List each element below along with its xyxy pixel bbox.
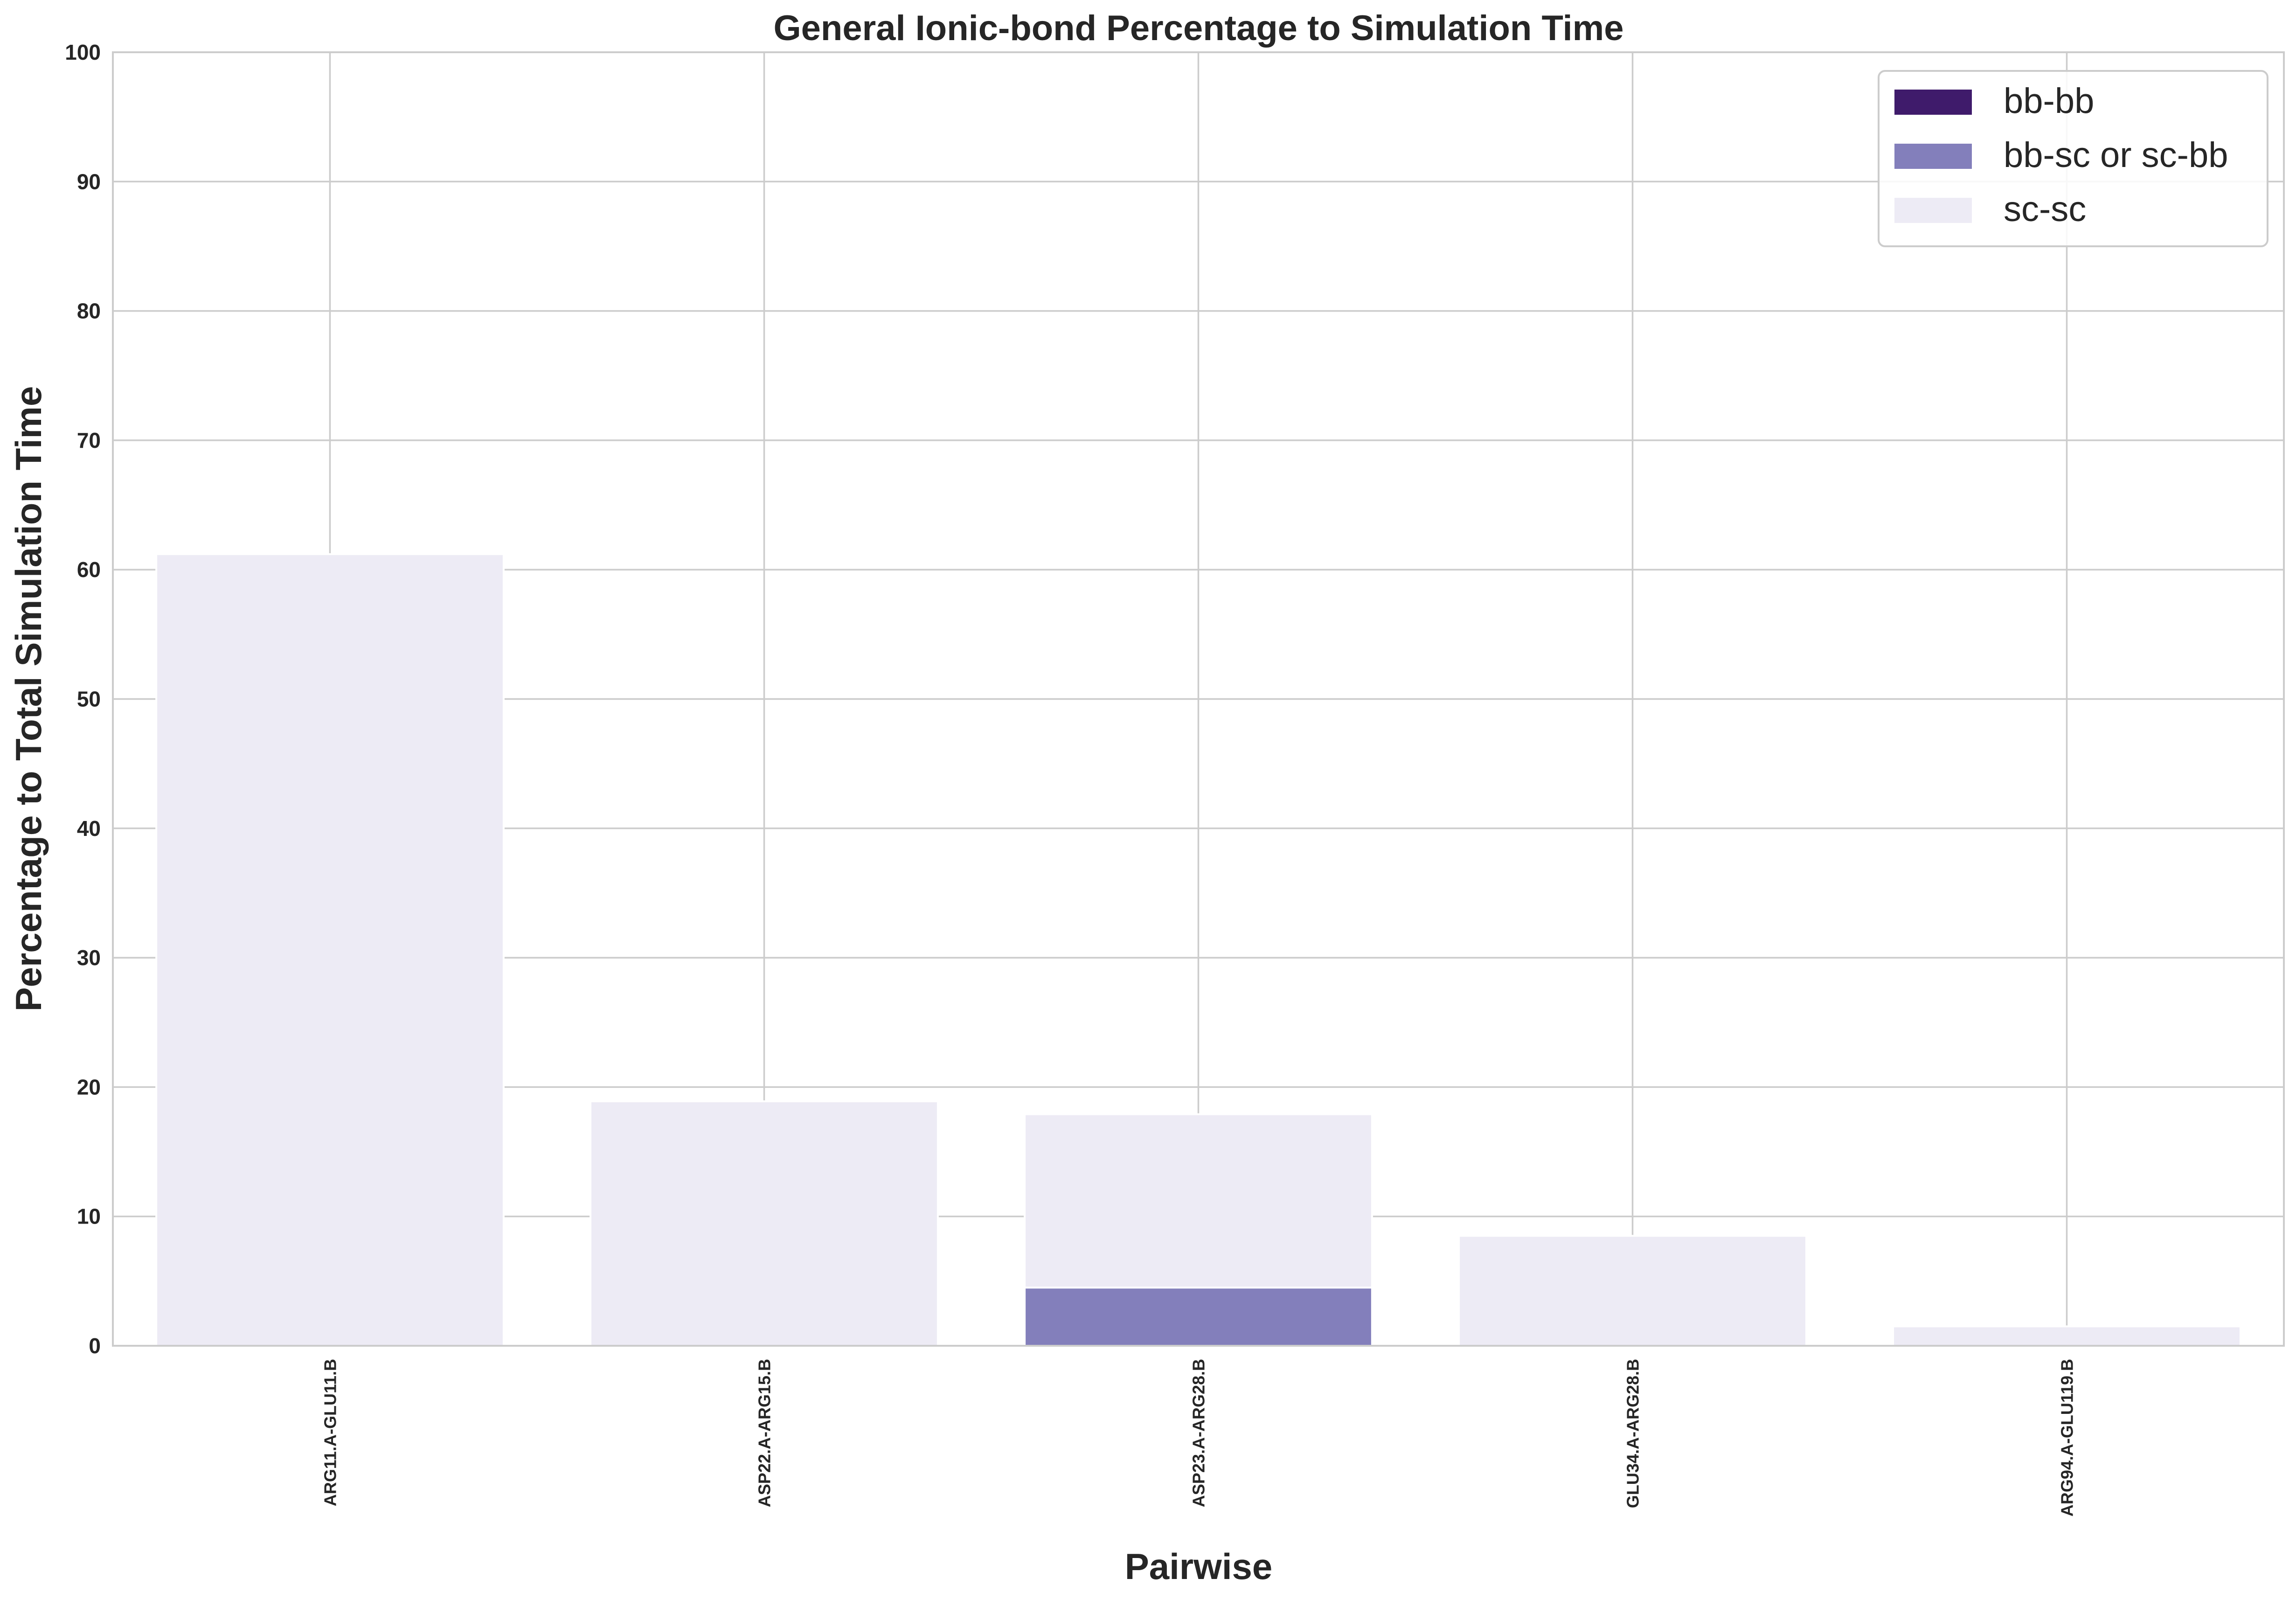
x-tick-label: ASP23.A-ARG28.B <box>1189 1359 1208 1507</box>
y-tick-label: 50 <box>77 687 101 711</box>
x-tick-label: ARG11.A-GLU11.B <box>321 1359 340 1506</box>
legend-label: bb-sc or sc-bb <box>2004 135 2228 175</box>
bar-segment <box>590 1100 939 1347</box>
y-tick-label: 30 <box>77 946 101 970</box>
chart-title: General Ionic-bond Percentage to Simulat… <box>774 8 1624 48</box>
y-tick-label: 40 <box>77 816 101 841</box>
y-tick-label: 0 <box>89 1334 101 1358</box>
x-axis-label: Pairwise <box>1125 1546 1273 1587</box>
y-tick-label: 90 <box>77 169 101 194</box>
legend-label: sc-sc <box>2004 189 2086 229</box>
y-tick-label: 20 <box>77 1075 101 1099</box>
x-tick-label: ARG94.A-GLU119.B <box>2058 1359 2077 1517</box>
legend: bb-bb bb-sc or sc-bb sc-sc <box>1878 70 2268 247</box>
legend-swatch <box>1894 90 1972 115</box>
legend-label: bb-bb <box>2004 81 2094 121</box>
y-axis-label: Percentage to Total Simulation Time <box>8 386 49 1012</box>
bar-segment <box>1892 1325 2241 1347</box>
y-tick-label: 10 <box>77 1204 101 1229</box>
bars <box>155 553 2241 1347</box>
bar-segment <box>1024 1113 1373 1289</box>
legend-swatch <box>1894 144 1972 169</box>
bar-segment <box>155 553 505 1347</box>
plot-frame <box>112 51 2285 1347</box>
legend-swatch <box>1894 198 1972 223</box>
y-tick-label: 70 <box>77 428 101 452</box>
y-tick-labels: 0 10 20 30 40 50 60 70 80 90 100 <box>65 40 101 1358</box>
y-tick-label: 60 <box>77 557 101 582</box>
bar-segment <box>1458 1235 1807 1347</box>
legend-box <box>1878 70 2268 247</box>
y-tick-label: 80 <box>77 299 101 323</box>
bar-segment <box>1024 1287 1373 1347</box>
x-tick-label: GLU34.A-ARG28.B <box>1623 1359 1643 1508</box>
y-tick-label: 100 <box>65 40 101 64</box>
x-tick-labels: ARG11.A-GLU11.B ASP22.A-ARG15.B ASP23.A-AR… <box>321 1359 2077 1517</box>
x-tick-label: ASP22.A-ARG15.B <box>755 1359 774 1507</box>
